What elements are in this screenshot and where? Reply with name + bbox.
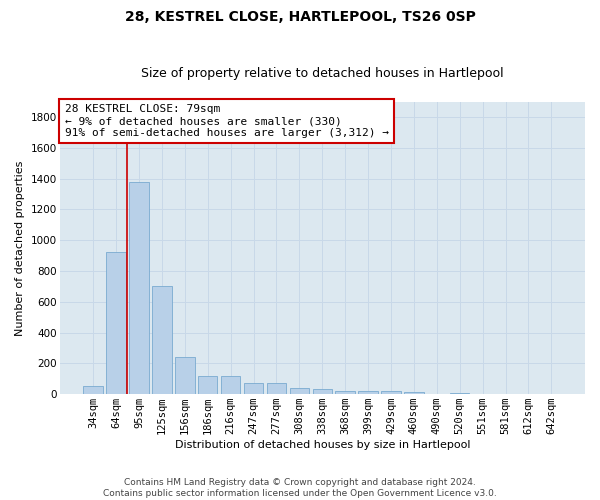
Y-axis label: Number of detached properties: Number of detached properties [15,160,25,336]
Bar [83,386,103,394]
Bar [106,252,126,394]
Text: Contains HM Land Registry data © Crown copyright and database right 2024.
Contai: Contains HM Land Registry data © Crown c… [103,478,497,498]
Title: Size of property relative to detached houses in Hartlepool: Size of property relative to detached ho… [141,66,503,80]
Bar [335,391,355,394]
Bar [129,182,149,394]
Bar [175,357,194,394]
Bar [267,384,286,394]
Text: 28 KESTREL CLOSE: 79sqm
← 9% of detached houses are smaller (330)
91% of semi-de: 28 KESTREL CLOSE: 79sqm ← 9% of detached… [65,104,389,138]
Bar [313,389,332,394]
Text: 28, KESTREL CLOSE, HARTLEPOOL, TS26 0SP: 28, KESTREL CLOSE, HARTLEPOOL, TS26 0SP [125,10,475,24]
X-axis label: Distribution of detached houses by size in Hartlepool: Distribution of detached houses by size … [175,440,470,450]
Bar [358,391,378,394]
Bar [244,382,263,394]
Bar [450,393,469,394]
Bar [152,286,172,394]
Bar [198,376,217,394]
Bar [381,392,401,394]
Bar [221,376,241,394]
Bar [290,388,309,394]
Bar [404,392,424,394]
